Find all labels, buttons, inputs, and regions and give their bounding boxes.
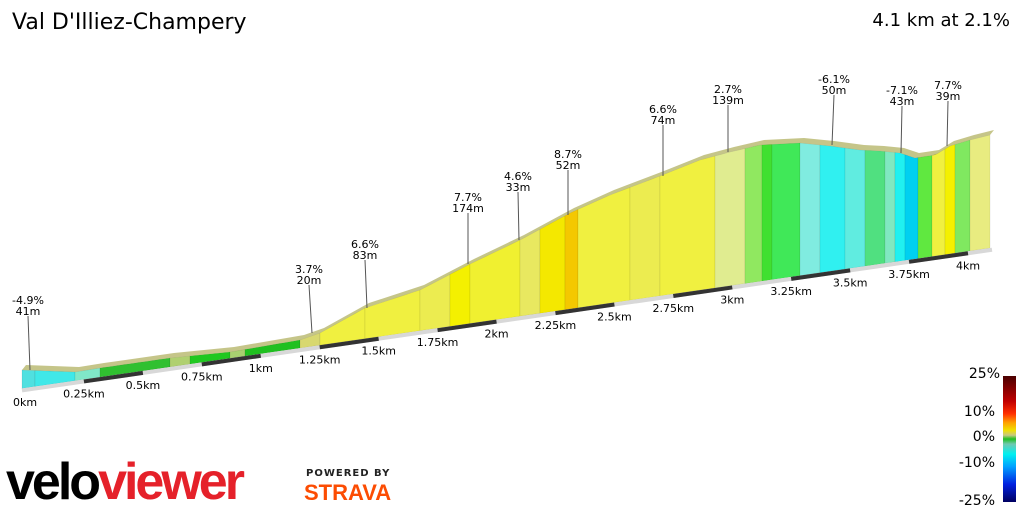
x-tick-label: 1.75km [417,336,459,349]
x-tick-label: 4km [956,259,980,272]
x-tick-label: 0.25km [63,387,105,400]
annotation-length: 74m [651,114,676,127]
profile-segment [819,144,846,274]
profile-segment [771,142,801,281]
distance-axis-band [319,336,379,350]
annotation-gradient: -6.1% [818,73,850,86]
route-title: Val D'Illiez-Champery [12,10,247,35]
annotation-length: 43m [890,95,915,108]
annotation-leader-line [831,94,835,146]
profile-segment [519,228,541,317]
x-tick-label: 1km [249,362,273,375]
annotation-gradient: 8.7% [554,148,582,161]
annotation-leader-line [364,259,368,309]
profile-segment [844,147,866,270]
profile-segment [419,273,451,332]
profile-segment [659,155,716,297]
annotation-leader-line [27,315,31,371]
annotation-length: 52m [556,159,581,172]
profile-segment [904,154,919,261]
profile-segment [714,148,746,289]
scale-label-0: 0% [972,429,995,445]
profile-segment [629,175,661,301]
annotation-leader-line [517,191,520,241]
profile-segment [884,151,896,264]
profile-segment [744,144,763,284]
x-tick-label: 0.5km [126,379,161,392]
annotation-leader-line [946,100,949,147]
distance-axis-band [83,370,144,384]
strava-logo[interactable]: STRAVA [304,480,392,505]
x-tick-label: 2.25km [535,319,577,332]
annotation-gradient: 7.7% [454,191,482,204]
powered-by-label: POWERED BY [306,468,391,479]
x-tick-label: 1.5km [361,345,396,358]
annotation-length: 41m [16,305,41,318]
x-tick-label: 0.75km [181,370,223,383]
x-tick-label: 3.75km [888,268,930,281]
distance-axis-band [790,268,851,281]
distance-axis-band [201,353,262,367]
distance-axis-band [673,285,733,298]
x-tick-label: 2.5km [597,311,632,324]
scale-label-10: 10% [963,404,995,420]
route-summary: 4.1 km at 2.1% [872,10,1010,31]
annotation-length: 139m [712,94,744,107]
annotation-gradient: 7.7% [934,79,962,92]
profile-segment [449,263,471,327]
gradient-color-scale [1003,376,1016,502]
annotation-length: 83m [353,249,378,262]
x-tick-label: 2km [484,328,508,341]
annotation-length: 20m [297,274,322,287]
profile-segment [944,144,956,255]
annotation-gradient: -4.9% [12,294,44,307]
profile-segment [761,144,773,282]
annotation-leader-line [900,105,903,154]
distance-axis-band [555,302,615,316]
annotation-gradient: 4.6% [504,170,532,183]
profile-segment [799,142,821,276]
annotation-leader-line [308,284,313,334]
x-tick-label: 1.25km [299,353,341,366]
profile-segment [564,208,579,311]
annotation-length: 174m [452,202,484,215]
annotation-gradient: -7.1% [886,84,918,97]
scale-label-25: 25% [968,366,1000,382]
annotation-gradient: 6.6% [351,238,379,251]
veloviewer-logo[interactable]: veloviewer [6,453,245,511]
x-tick-label: 3.25km [770,285,812,298]
profile-segment [931,148,946,257]
profile-segment [864,149,886,267]
profile-segment [954,139,971,254]
profile-segment [894,152,906,263]
scale-label-minus10: -10% [958,455,995,471]
profile-segment [21,369,36,389]
scale-label-minus25: -25% [958,493,995,509]
annotation-length: 33m [506,181,531,194]
profile-segment [469,239,521,324]
annotation-gradient: 2.7% [714,83,742,96]
x-tick-label: 0km [13,396,37,409]
annotation-length: 39m [936,90,961,103]
annotation-length: 50m [822,84,847,97]
profile-segment [917,155,933,259]
x-tick-label: 3km [720,293,744,306]
annotation-gradient: 3.7% [295,263,323,276]
profile-segment [539,215,566,314]
profile-segment [969,134,991,252]
distance-axis-band [437,319,497,333]
x-tick-label: 3.5km [833,276,868,289]
x-tick-label: 2.75km [653,302,695,315]
distance-axis-band [908,251,969,264]
annotation-gradient: 6.6% [649,103,677,116]
